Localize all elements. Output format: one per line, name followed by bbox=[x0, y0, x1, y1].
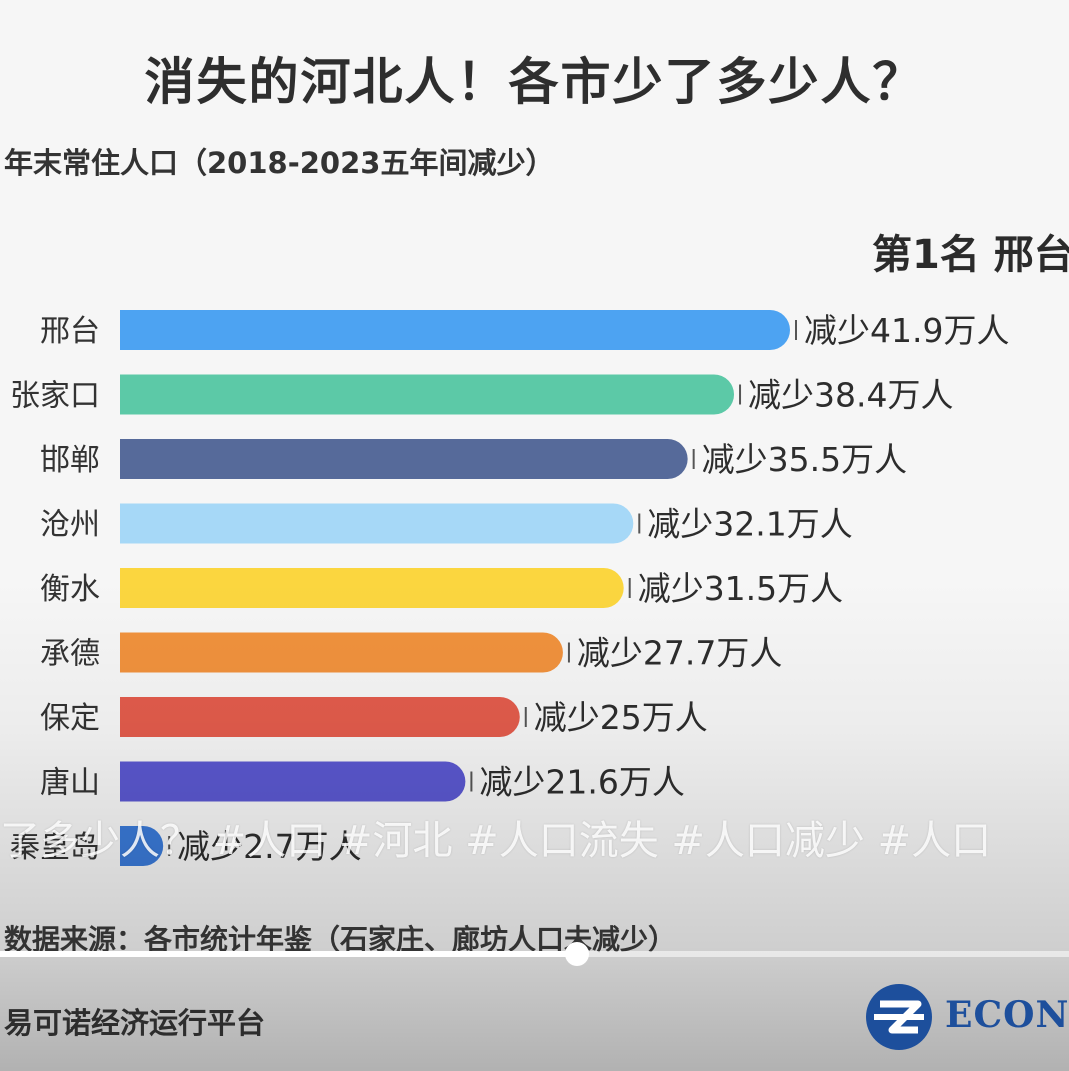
video-scrubber-handle[interactable] bbox=[565, 942, 590, 966]
category-label: 张家口 bbox=[10, 379, 100, 414]
category-label: 唐山 bbox=[40, 766, 100, 801]
value-label: 减少25万人 bbox=[534, 698, 708, 737]
value-label: 减少35.5万人 bbox=[702, 440, 907, 479]
video-progress-bar[interactable] bbox=[0, 942, 1069, 966]
value-label: 减少38.4万人 bbox=[748, 376, 953, 415]
value-label: 减少41.9万人 bbox=[804, 311, 1009, 350]
hashtag-caption: 了多少人？ #人口 #河北 #人口流失 #人口减少 #人口 bbox=[0, 818, 992, 864]
bar bbox=[120, 374, 735, 415]
category-label: 沧州 bbox=[40, 508, 100, 543]
category-label: 衡水 bbox=[40, 572, 100, 607]
value-label: 减少31.5万人 bbox=[638, 569, 843, 608]
category-label: 邢台 bbox=[40, 314, 100, 349]
value-label: 减少2.7万人 bbox=[177, 827, 361, 866]
bar bbox=[120, 826, 164, 866]
value-label: 减少32.1万人 bbox=[647, 505, 852, 544]
bar bbox=[120, 632, 563, 673]
video-progress-fill bbox=[0, 951, 578, 957]
category-label: 保定 bbox=[40, 701, 100, 736]
bar bbox=[120, 310, 790, 350]
chart-title: 消失的河北人！各市少了多少人？ bbox=[144, 53, 925, 111]
value-label: 减少21.6万人 bbox=[479, 763, 684, 802]
bar bbox=[120, 761, 466, 802]
value-label: 减少27.7万人 bbox=[577, 634, 782, 673]
category-label: 秦皇岛 bbox=[10, 830, 100, 865]
platform-name: 易可诺经济运行平台 bbox=[4, 1006, 266, 1040]
rank-caption: 第1名 邢台 bbox=[872, 232, 1069, 278]
category-label: 承德 bbox=[40, 637, 100, 672]
econ-logo-icon bbox=[866, 984, 932, 1050]
bar bbox=[120, 568, 624, 608]
bar bbox=[120, 439, 688, 479]
data-source-note: 数据来源：各市统计年鉴（石家庄、廊坊人口未减少） bbox=[4, 923, 677, 956]
category-label: 邯郸 bbox=[40, 443, 100, 478]
bar bbox=[120, 503, 634, 544]
econ-logo-text: ECONC bbox=[945, 994, 1069, 1036]
chart-subtitle: 年末常住人口（2018-2023五年间减少） bbox=[4, 146, 555, 180]
bar bbox=[120, 697, 520, 737]
